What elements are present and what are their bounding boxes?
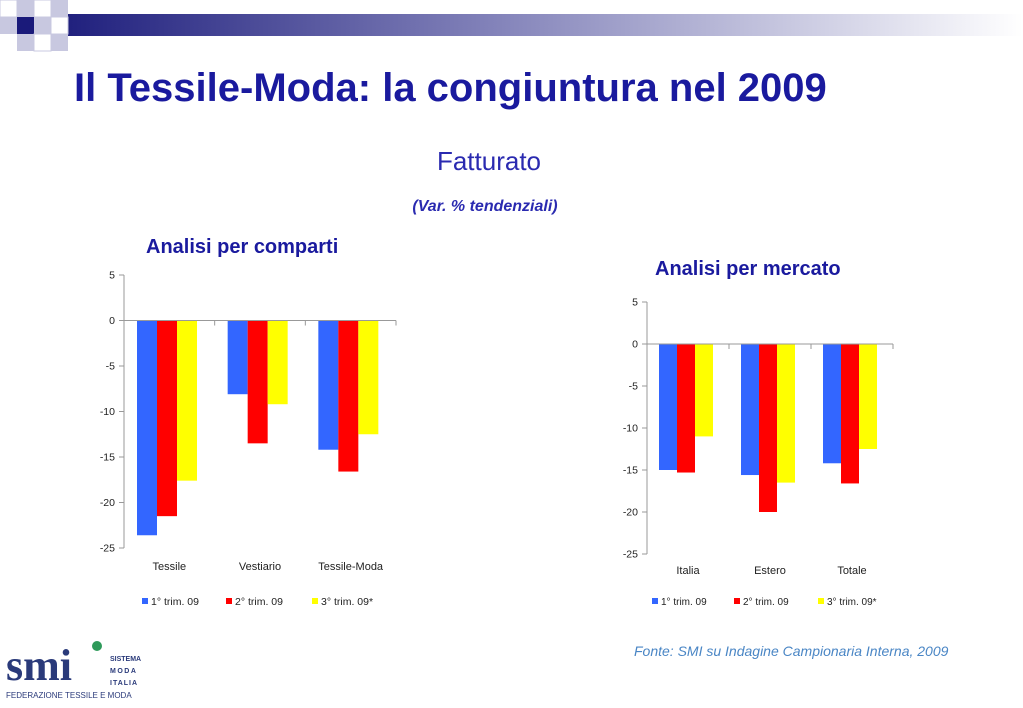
- y-tick-label: 5: [109, 270, 115, 282]
- bar: [859, 344, 877, 449]
- bar: [318, 320, 339, 450]
- bar: [823, 344, 841, 464]
- y-tick-label: -20: [623, 507, 638, 519]
- deco-square: [0, 0, 18, 18]
- bar: [659, 344, 677, 470]
- logo-dot-icon: [92, 641, 102, 651]
- deco-square: [17, 34, 34, 51]
- bar: [247, 320, 268, 444]
- source-note: Fonte: SMI su Indagine Campionaria Inter…: [634, 643, 949, 659]
- legend-swatch: [734, 598, 740, 604]
- slide-title: Il Tessile-Moda: la congiuntura nel 2009: [74, 66, 827, 110]
- bar: [759, 344, 777, 512]
- legend-label: 2° trim. 09: [235, 596, 283, 608]
- deco-square: [33, 33, 52, 52]
- y-tick-label: -25: [623, 549, 638, 561]
- bar: [137, 320, 157, 536]
- bar: [677, 344, 695, 473]
- y-tick-label: 5: [632, 297, 638, 309]
- x-category-label: Vestiario: [239, 561, 281, 573]
- y-tick-label: -15: [100, 452, 115, 464]
- y-tick-label: -20: [100, 497, 115, 509]
- header-gradient-bar: [40, 14, 1023, 36]
- deco-square: [34, 17, 51, 34]
- x-category-label: Tessile-Moda: [318, 561, 384, 573]
- deco-square: [0, 17, 17, 34]
- x-category-label: Estero: [754, 565, 786, 577]
- y-tick-label: -5: [106, 361, 115, 373]
- logo-tagline: FEDERAZIONE TESSILE E MODA: [6, 691, 132, 700]
- legend-swatch: [226, 598, 232, 604]
- deco-square: [17, 17, 34, 34]
- bar: [157, 320, 177, 517]
- deco-square: [50, 16, 69, 35]
- chart-title-mercato: Analisi per mercato: [655, 258, 841, 280]
- legend-swatch: [312, 598, 318, 604]
- legend-label: 1° trim. 09: [661, 597, 707, 608]
- bar: [741, 344, 759, 476]
- bar: [267, 320, 288, 405]
- y-tick-label: 0: [109, 315, 115, 327]
- smi-logo: smi SISTEMA MODA ITALIA FEDERAZIONE TESS…: [6, 641, 141, 700]
- y-tick-label: -10: [623, 423, 638, 435]
- x-category-label: Italia: [676, 565, 700, 577]
- bar: [358, 320, 379, 435]
- deco-square: [51, 0, 68, 17]
- chart-mercato: 5 0 -5 -10 -15 -20 -25 Italia Estero Totale 1° tri…: [623, 297, 894, 608]
- logo-mark: smi: [6, 641, 72, 690]
- legend-label: 2° trim. 09: [743, 597, 789, 608]
- y-tick-label: -5: [629, 381, 638, 393]
- deco-square: [51, 34, 68, 51]
- logo-line3: ITALIA: [110, 680, 138, 687]
- bar: [841, 344, 859, 484]
- logo-line1: SISTEMA: [110, 656, 141, 663]
- x-category-label: Tessile: [153, 561, 187, 573]
- legend-swatch: [818, 598, 824, 604]
- bar: [695, 344, 713, 437]
- logo-line2: MODA: [110, 668, 137, 675]
- y-tick-label: -25: [100, 543, 115, 555]
- legend-swatch: [142, 598, 148, 604]
- x-category-label: Totale: [837, 565, 866, 577]
- y-tick-label: -15: [623, 465, 638, 477]
- chart-title-comparti: Analisi per comparti: [146, 236, 339, 258]
- bar: [777, 344, 795, 483]
- legend-label: 3° trim. 09*: [321, 596, 373, 608]
- bar: [177, 320, 197, 481]
- chart-comparti: 5 0 -5 -10 -15 -20 -25 Tessile Vestiario Tessile-…: [100, 270, 397, 608]
- slide-subtitle: Fatturato: [436, 146, 542, 176]
- slide-subnote: (Var. % tendenziali): [412, 198, 558, 215]
- y-tick-label: 0: [632, 339, 638, 351]
- bar: [227, 320, 248, 395]
- legend-swatch: [652, 598, 658, 604]
- bar: [338, 320, 359, 472]
- legend-label: 3° trim. 09*: [827, 597, 877, 608]
- legend-label: 1° trim. 09: [151, 596, 199, 608]
- header-decoration: [0, 0, 1023, 52]
- deco-square: [17, 0, 34, 17]
- y-tick-label: -10: [100, 406, 115, 418]
- deco-square: [33, 0, 52, 18]
